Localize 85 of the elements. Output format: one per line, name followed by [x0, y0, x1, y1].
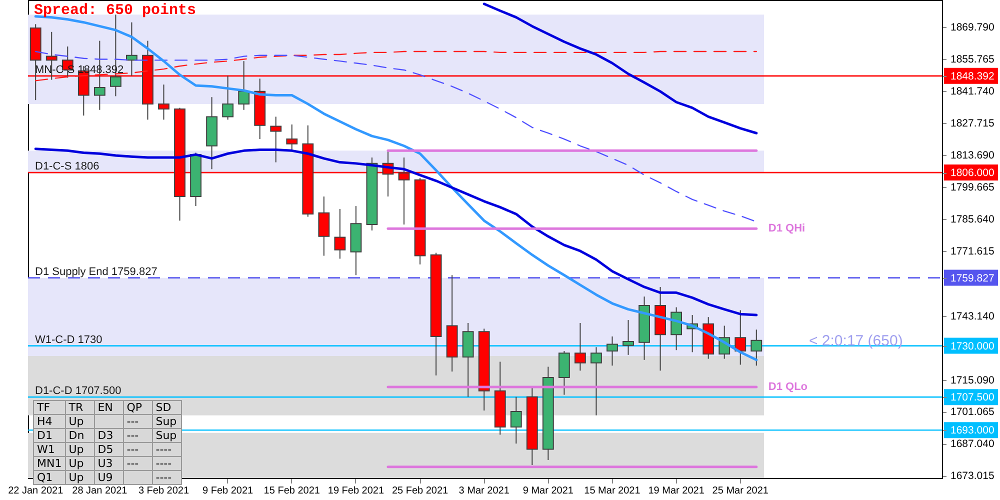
- ref-line-label: D1 Supply End 1759.827: [35, 266, 158, 278]
- text: Q1: [37, 471, 53, 484]
- y-tick-label: 1813.690: [950, 150, 994, 162]
- text: ---: [126, 457, 139, 470]
- x-tick-label: 15 Mar 2021: [584, 486, 641, 496]
- category-label: QP: [123, 400, 152, 414]
- y-tick-label: 1855.765: [950, 54, 994, 66]
- y-tick-label: 1693.000: [950, 424, 994, 437]
- y-tick-label: 1743.140: [950, 310, 994, 322]
- text: ----: [156, 443, 172, 456]
- series-label: D1 QLo: [768, 381, 808, 394]
- ref-line-label: W1-C-D 1730: [35, 334, 102, 346]
- candlestick: [622, 320, 634, 356]
- ref-line-label: D1-C-D 1707.500: [35, 385, 122, 398]
- x-tick-label: 15 Feb 2021: [264, 486, 320, 496]
- text: H4: [37, 415, 52, 428]
- text: Up: [68, 415, 84, 428]
- category-label: SD: [152, 400, 182, 414]
- candlestick: [574, 322, 586, 372]
- y-tick-label: 1730.000: [950, 340, 994, 352]
- category-label: EN: [94, 400, 124, 414]
- y-tick-label: 1673.015: [950, 470, 994, 482]
- text: ---: [126, 415, 139, 428]
- candlestick: [510, 396, 522, 444]
- text: ---: [126, 443, 139, 456]
- x-tick-label: 3 Mar 2021: [458, 486, 510, 496]
- text: MN1: [37, 457, 62, 470]
- candlestick: [590, 346, 602, 416]
- candlestick: [270, 116, 282, 163]
- text: W1: [37, 443, 55, 456]
- y-tick-label: 1799.665: [950, 181, 994, 194]
- line-series: [35, 50, 757, 82]
- text: Dn: [68, 429, 84, 442]
- y-tick-label: 1687.040: [950, 438, 994, 450]
- text: ----: [156, 457, 172, 470]
- candlestick: [286, 124, 298, 152]
- line-series: [482, 2, 758, 134]
- ref-line-label: D1-C-S 1806: [35, 160, 100, 173]
- candlestick: [334, 208, 346, 260]
- candlestick: [606, 336, 618, 366]
- candlestick: [126, 22, 138, 76]
- y-tick-label: 1785.640: [950, 213, 994, 226]
- y-tick-label: 1701.065: [950, 406, 994, 418]
- text: ----: [156, 471, 172, 484]
- text: Up: [68, 443, 84, 456]
- candlestick: [734, 310, 746, 366]
- text: Up: [68, 457, 84, 470]
- y-tick-label: 1715.090: [950, 374, 994, 386]
- x-tick-label: 19 Mar 2021: [648, 486, 705, 496]
- text: U9: [98, 471, 113, 484]
- y-tick-label: 1869.790: [950, 22, 994, 34]
- text: Sup: [156, 415, 177, 428]
- text: ---: [126, 429, 139, 442]
- candlestick: [750, 329, 762, 366]
- text: < 2:0:17 (650): [809, 332, 903, 350]
- x-tick-label: 9 Mar 2021: [522, 486, 574, 496]
- series-label: D1 QHi: [768, 222, 806, 235]
- y-tick-label: 1771.615: [950, 245, 994, 258]
- text: Up: [68, 471, 84, 484]
- text: D5: [98, 443, 114, 456]
- x-tick-label: 25 Feb 2021: [392, 486, 449, 496]
- text: D3: [98, 429, 114, 442]
- text: Sup: [156, 429, 177, 442]
- candlestick: [318, 196, 330, 256]
- y-tick-label: 1806.000: [950, 167, 994, 180]
- text: U3: [98, 457, 113, 470]
- annotation: Spread: 650 points: [34, 2, 196, 19]
- y-tick-label: 1841.740: [950, 86, 994, 98]
- y-tick-label: 1848.392: [950, 70, 994, 82]
- x-tick-label: 19 Feb 2021: [328, 486, 384, 496]
- x-tick-label: 3 Feb 2021: [138, 486, 190, 496]
- x-tick-label: 25 Mar 2021: [712, 486, 769, 496]
- category-label: TF: [34, 400, 66, 414]
- y-tick-label: 1827.715: [950, 118, 994, 130]
- candlestick: [238, 60, 250, 110]
- x-tick-label: 9 Feb 2021: [202, 486, 254, 496]
- text: D1: [37, 429, 52, 442]
- y-tick-label: 1707.500: [950, 392, 994, 404]
- x-tick-label: 22 Jan 2021: [8, 486, 64, 496]
- candlestick: [158, 84, 170, 120]
- line-series: [34, 148, 758, 316]
- candlestick: [222, 75, 234, 120]
- x-tick-label: 28 Jan 2021: [72, 486, 128, 496]
- y-tick-label: 1759.827: [950, 272, 994, 284]
- category-label: TR: [65, 400, 94, 414]
